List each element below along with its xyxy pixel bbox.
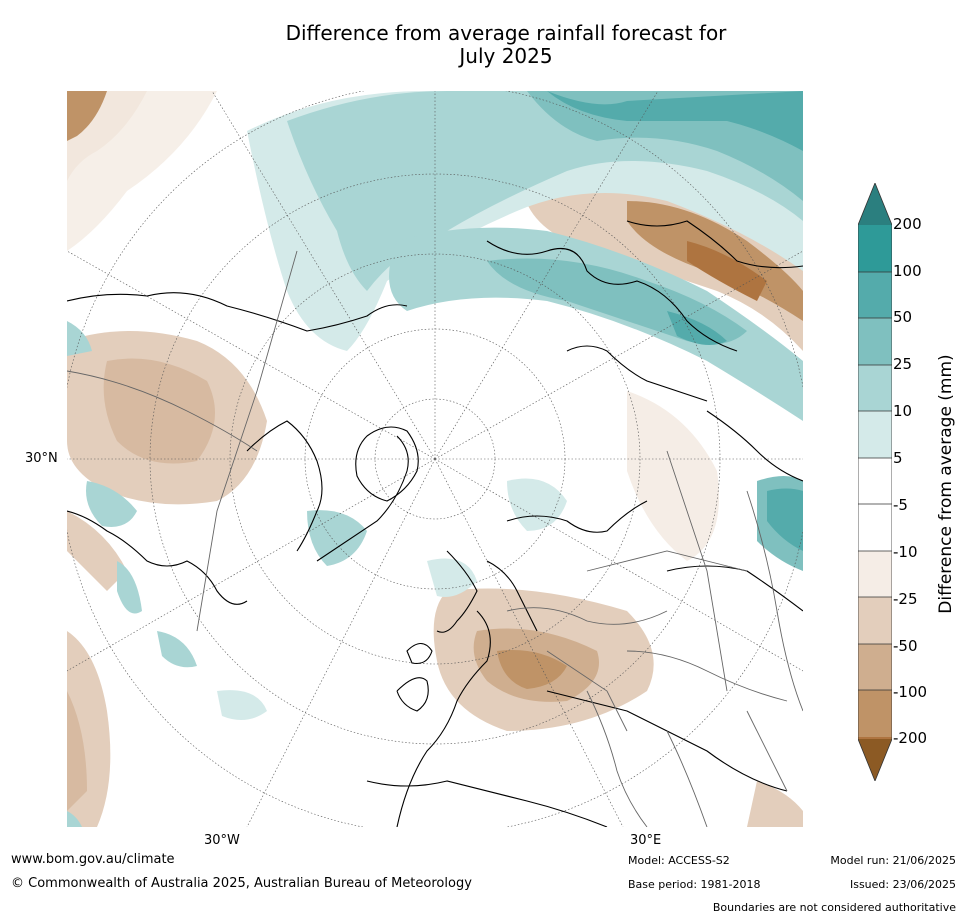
footer-url[interactable]: www.bom.gov.au/climate — [11, 852, 175, 867]
footer-issued: Issued: 23/06/2025 — [849, 878, 956, 891]
colorbar-title: Difference from average (mm) — [936, 354, 956, 614]
colorbar — [858, 183, 892, 781]
footer-disclaimer: Boundaries are not considered authoritat… — [712, 901, 956, 914]
colorbar-tick: 200 — [893, 215, 922, 233]
colorbar-tick: 5 — [893, 449, 903, 467]
country-boundaries — [67, 250, 803, 827]
wet-anomaly-regions — [67, 91, 803, 827]
colorbar-band — [858, 272, 892, 318]
lat-label-30n: 30°N — [25, 451, 58, 466]
colorbar-tick: -5 — [893, 496, 908, 514]
footer-copyright: © Commonwealth of Australia 2025, Austra… — [11, 876, 472, 891]
colorbar-band — [858, 411, 892, 458]
colorbar-tick: -50 — [893, 637, 918, 655]
colorbar-tick: -200 — [893, 729, 928, 747]
colorbar-band — [858, 690, 892, 737]
colorbar-band — [858, 458, 892, 504]
colorbar-tick: -10 — [893, 543, 918, 561]
map-title-line2: July 2025 — [459, 44, 553, 68]
footer-model-run: Model run: 21/06/2025 — [830, 854, 956, 867]
colorbar-band — [858, 225, 892, 272]
footer-model: Model: ACCESS-S2 — [628, 854, 730, 867]
colorbar-tick: -100 — [893, 683, 928, 701]
colorbar-band — [858, 597, 892, 644]
coastlines — [67, 220, 803, 827]
colorbar-band — [858, 365, 892, 411]
colorbar-tick: 25 — [893, 355, 913, 373]
colorbar-tick: 10 — [893, 402, 913, 420]
colorbar-band — [858, 318, 892, 365]
footer-base-period: Base period: 1981-2018 — [628, 878, 761, 891]
colorbar-band — [858, 504, 892, 551]
colorbar-under-arrow — [858, 739, 892, 781]
colorbar-tick: 50 — [893, 308, 913, 326]
colorbar-band — [858, 551, 892, 597]
colorbar-tick: -25 — [893, 590, 918, 608]
colorbar-over-arrow — [858, 183, 892, 225]
map-title: Difference from average rainfall forecas… — [0, 22, 965, 68]
rainfall-anomaly-map — [67, 91, 803, 827]
colorbar-tick: 100 — [893, 262, 922, 280]
colorbar-band — [858, 644, 892, 690]
lon-label-30w: 30°W — [204, 833, 240, 848]
graticule — [67, 91, 803, 827]
map-title-line1: Difference from average rainfall forecas… — [285, 21, 727, 45]
lon-label-30e: 30°E — [630, 833, 662, 848]
